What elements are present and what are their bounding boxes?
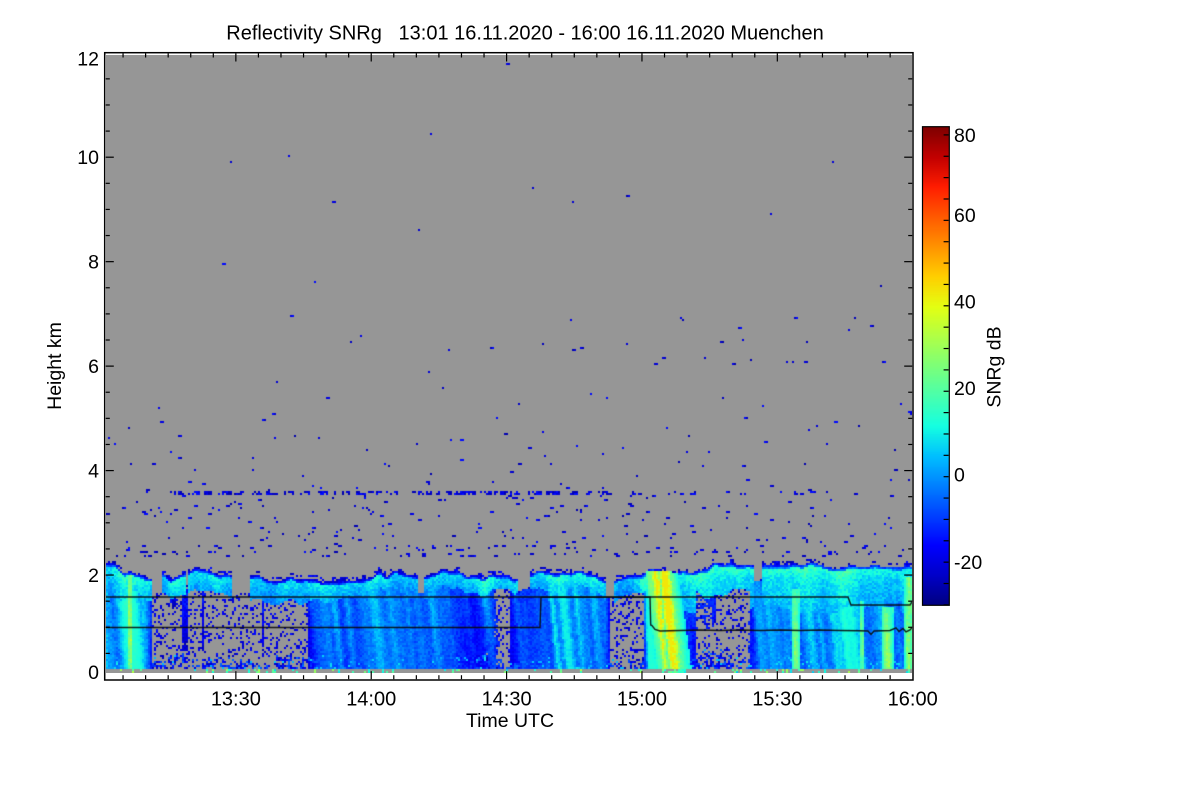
- svg-text:20: 20: [954, 378, 976, 400]
- svg-text:0: 0: [954, 464, 965, 486]
- svg-text:13:30: 13:30: [211, 689, 261, 711]
- svg-text:8: 8: [88, 252, 99, 274]
- svg-text:14:30: 14:30: [482, 689, 532, 711]
- svg-text:Time UTC: Time UTC: [466, 710, 554, 732]
- svg-text:15:30: 15:30: [752, 689, 802, 711]
- svg-text:10: 10: [77, 147, 99, 169]
- svg-text:4: 4: [88, 461, 99, 483]
- svg-text:16:00: 16:00: [888, 689, 938, 711]
- svg-text:60: 60: [954, 205, 976, 227]
- svg-text:Height km: Height km: [44, 322, 66, 410]
- svg-text:40: 40: [954, 292, 976, 314]
- svg-text:6: 6: [88, 356, 99, 378]
- svg-text:2: 2: [88, 565, 99, 587]
- svg-text:-20: -20: [954, 552, 982, 574]
- svg-text:14:00: 14:00: [346, 689, 396, 711]
- svg-text:SNRg dB: SNRg dB: [984, 326, 1006, 407]
- svg-text:12: 12: [77, 49, 99, 71]
- svg-text:Reflectivity SNRg 13:01 16.1: Reflectivity SNRg 13:01 16.11.2020 - 16:…: [226, 23, 823, 45]
- svg-text:0: 0: [88, 662, 99, 684]
- svg-text:80: 80: [954, 125, 976, 147]
- svg-text:15:00: 15:00: [617, 689, 667, 711]
